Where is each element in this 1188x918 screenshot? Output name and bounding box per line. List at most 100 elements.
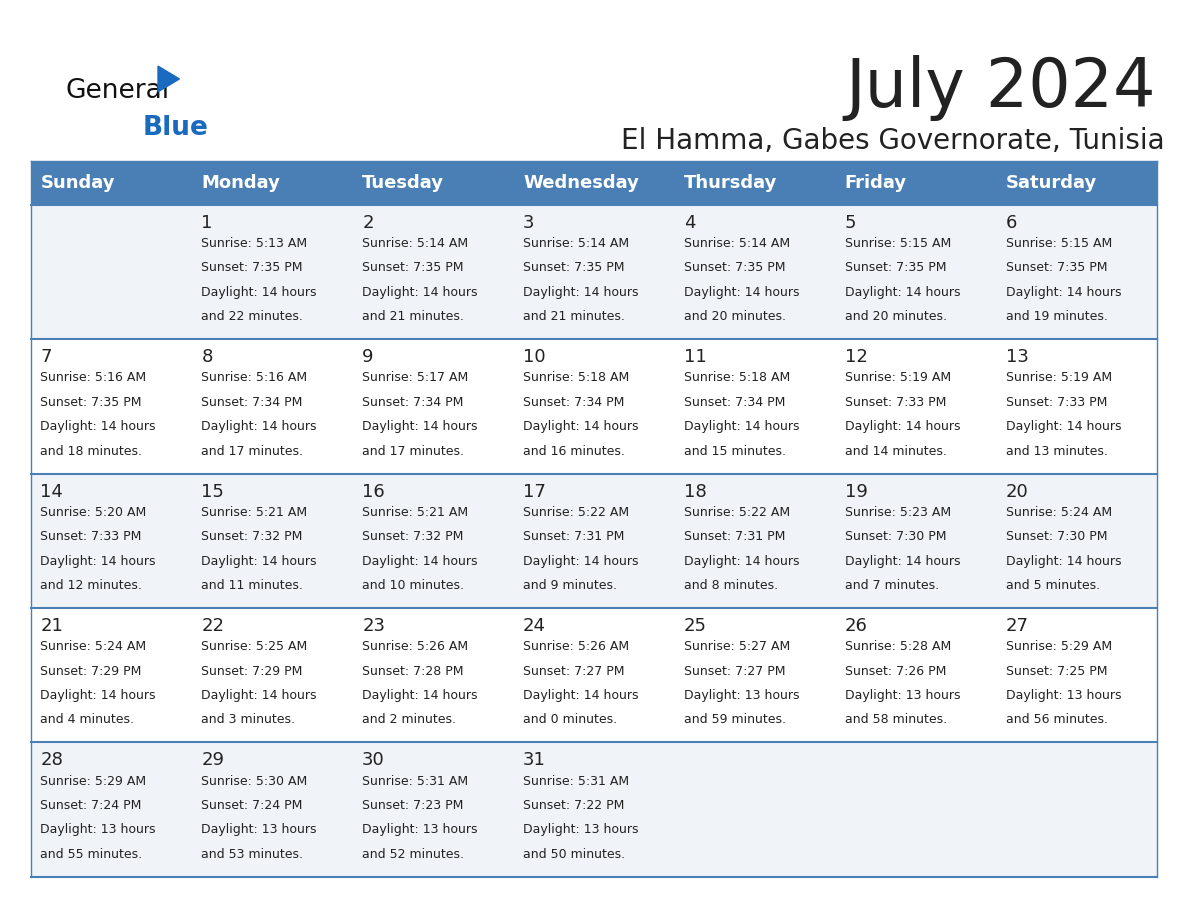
Text: and 17 minutes.: and 17 minutes. xyxy=(362,444,465,458)
Bar xyxy=(31,161,1157,205)
Text: and 10 minutes.: and 10 minutes. xyxy=(362,579,465,592)
Text: Daylight: 13 hours: Daylight: 13 hours xyxy=(523,823,639,836)
Text: Sunset: 7:30 PM: Sunset: 7:30 PM xyxy=(1006,531,1107,543)
Text: Daylight: 14 hours: Daylight: 14 hours xyxy=(684,285,800,299)
Text: Monday: Monday xyxy=(201,174,280,192)
Text: 29: 29 xyxy=(201,752,225,769)
Text: Sunset: 7:31 PM: Sunset: 7:31 PM xyxy=(684,531,785,543)
Text: Daylight: 14 hours: Daylight: 14 hours xyxy=(201,554,317,567)
Text: Daylight: 14 hours: Daylight: 14 hours xyxy=(362,689,478,702)
Text: Sunset: 7:26 PM: Sunset: 7:26 PM xyxy=(845,665,946,677)
Text: 3: 3 xyxy=(523,214,535,232)
Text: 7: 7 xyxy=(40,348,52,366)
Text: 26: 26 xyxy=(845,617,867,635)
Text: El Hamma, Gabes Governorate, Tunisia: El Hamma, Gabes Governorate, Tunisia xyxy=(620,127,1164,155)
Text: Sunrise: 5:22 AM: Sunrise: 5:22 AM xyxy=(523,506,630,519)
Text: 27: 27 xyxy=(1006,617,1029,635)
Text: and 16 minutes.: and 16 minutes. xyxy=(523,444,625,458)
Text: Sunset: 7:33 PM: Sunset: 7:33 PM xyxy=(1006,396,1107,409)
Text: and 4 minutes.: and 4 minutes. xyxy=(40,713,134,726)
Text: Daylight: 14 hours: Daylight: 14 hours xyxy=(362,554,478,567)
Text: 30: 30 xyxy=(362,752,385,769)
Text: 23: 23 xyxy=(362,617,385,635)
Text: Sunset: 7:27 PM: Sunset: 7:27 PM xyxy=(684,665,785,677)
Text: Tuesday: Tuesday xyxy=(362,174,444,192)
Text: Sunset: 7:24 PM: Sunset: 7:24 PM xyxy=(201,799,303,812)
Text: and 50 minutes.: and 50 minutes. xyxy=(523,848,625,861)
Text: Sunrise: 5:29 AM: Sunrise: 5:29 AM xyxy=(40,775,146,788)
Text: and 59 minutes.: and 59 minutes. xyxy=(684,713,786,726)
Text: Blue: Blue xyxy=(143,115,208,140)
Text: and 21 minutes.: and 21 minutes. xyxy=(523,310,625,323)
Text: Daylight: 14 hours: Daylight: 14 hours xyxy=(201,420,317,433)
Text: Sunrise: 5:21 AM: Sunrise: 5:21 AM xyxy=(201,506,308,519)
Text: Sunset: 7:34 PM: Sunset: 7:34 PM xyxy=(523,396,625,409)
Text: 4: 4 xyxy=(684,214,695,232)
Text: Sunset: 7:35 PM: Sunset: 7:35 PM xyxy=(1006,262,1107,274)
Text: and 13 minutes.: and 13 minutes. xyxy=(1006,444,1107,458)
Text: Daylight: 14 hours: Daylight: 14 hours xyxy=(40,420,156,433)
Text: Sunrise: 5:26 AM: Sunrise: 5:26 AM xyxy=(362,640,468,654)
Text: Daylight: 13 hours: Daylight: 13 hours xyxy=(201,823,317,836)
Text: Daylight: 13 hours: Daylight: 13 hours xyxy=(1006,689,1121,702)
Text: Sunset: 7:35 PM: Sunset: 7:35 PM xyxy=(201,262,303,274)
Text: Sunrise: 5:31 AM: Sunrise: 5:31 AM xyxy=(362,775,468,788)
Text: Sunrise: 5:31 AM: Sunrise: 5:31 AM xyxy=(523,775,630,788)
Text: and 20 minutes.: and 20 minutes. xyxy=(684,310,786,323)
Text: Sunset: 7:32 PM: Sunset: 7:32 PM xyxy=(362,531,463,543)
Text: and 55 minutes.: and 55 minutes. xyxy=(40,848,143,861)
Polygon shape xyxy=(158,66,179,92)
Text: Sunset: 7:34 PM: Sunset: 7:34 PM xyxy=(362,396,463,409)
Text: 2: 2 xyxy=(362,214,374,232)
Text: Sunset: 7:33 PM: Sunset: 7:33 PM xyxy=(845,396,946,409)
Text: 6: 6 xyxy=(1006,214,1017,232)
Bar xyxy=(31,205,1157,339)
Text: Sunrise: 5:18 AM: Sunrise: 5:18 AM xyxy=(684,372,790,385)
Text: 24: 24 xyxy=(523,617,546,635)
Text: Daylight: 14 hours: Daylight: 14 hours xyxy=(201,689,317,702)
Text: and 18 minutes.: and 18 minutes. xyxy=(40,444,143,458)
Text: Daylight: 14 hours: Daylight: 14 hours xyxy=(523,420,639,433)
Text: Sunrise: 5:13 AM: Sunrise: 5:13 AM xyxy=(201,237,308,250)
Text: 9: 9 xyxy=(362,348,374,366)
Text: Daylight: 13 hours: Daylight: 13 hours xyxy=(40,823,156,836)
Text: 11: 11 xyxy=(684,348,707,366)
Text: Sunrise: 5:22 AM: Sunrise: 5:22 AM xyxy=(684,506,790,519)
Bar xyxy=(31,339,1157,474)
Text: and 53 minutes.: and 53 minutes. xyxy=(201,848,303,861)
Text: Sunrise: 5:23 AM: Sunrise: 5:23 AM xyxy=(845,506,950,519)
Text: Sunday: Sunday xyxy=(40,174,115,192)
Text: and 22 minutes.: and 22 minutes. xyxy=(201,310,303,323)
Text: Sunrise: 5:25 AM: Sunrise: 5:25 AM xyxy=(201,640,308,654)
Text: and 3 minutes.: and 3 minutes. xyxy=(201,713,296,726)
Text: Sunset: 7:29 PM: Sunset: 7:29 PM xyxy=(201,665,303,677)
Text: 31: 31 xyxy=(523,752,546,769)
Text: Sunset: 7:27 PM: Sunset: 7:27 PM xyxy=(523,665,625,677)
Text: General: General xyxy=(65,78,170,104)
Text: Sunrise: 5:29 AM: Sunrise: 5:29 AM xyxy=(1006,640,1112,654)
Text: 19: 19 xyxy=(845,483,867,500)
Text: Sunset: 7:23 PM: Sunset: 7:23 PM xyxy=(362,799,463,812)
Text: Sunrise: 5:15 AM: Sunrise: 5:15 AM xyxy=(1006,237,1112,250)
Text: and 21 minutes.: and 21 minutes. xyxy=(362,310,465,323)
Text: Sunrise: 5:27 AM: Sunrise: 5:27 AM xyxy=(684,640,790,654)
Text: Sunset: 7:29 PM: Sunset: 7:29 PM xyxy=(40,665,141,677)
Text: and 0 minutes.: and 0 minutes. xyxy=(523,713,618,726)
Text: Daylight: 14 hours: Daylight: 14 hours xyxy=(362,420,478,433)
Text: 28: 28 xyxy=(40,752,63,769)
Bar xyxy=(31,743,1157,877)
Text: 1: 1 xyxy=(201,214,213,232)
Text: 14: 14 xyxy=(40,483,63,500)
Text: Sunrise: 5:20 AM: Sunrise: 5:20 AM xyxy=(40,506,146,519)
Text: Friday: Friday xyxy=(845,174,906,192)
Text: Sunrise: 5:16 AM: Sunrise: 5:16 AM xyxy=(40,372,146,385)
Text: 18: 18 xyxy=(684,483,707,500)
Text: Sunset: 7:22 PM: Sunset: 7:22 PM xyxy=(523,799,625,812)
Text: and 11 minutes.: and 11 minutes. xyxy=(201,579,303,592)
Text: and 8 minutes.: and 8 minutes. xyxy=(684,579,778,592)
Text: Daylight: 14 hours: Daylight: 14 hours xyxy=(845,285,960,299)
Text: 15: 15 xyxy=(201,483,225,500)
Text: Daylight: 14 hours: Daylight: 14 hours xyxy=(201,285,317,299)
Text: 17: 17 xyxy=(523,483,546,500)
Text: Sunrise: 5:24 AM: Sunrise: 5:24 AM xyxy=(40,640,146,654)
